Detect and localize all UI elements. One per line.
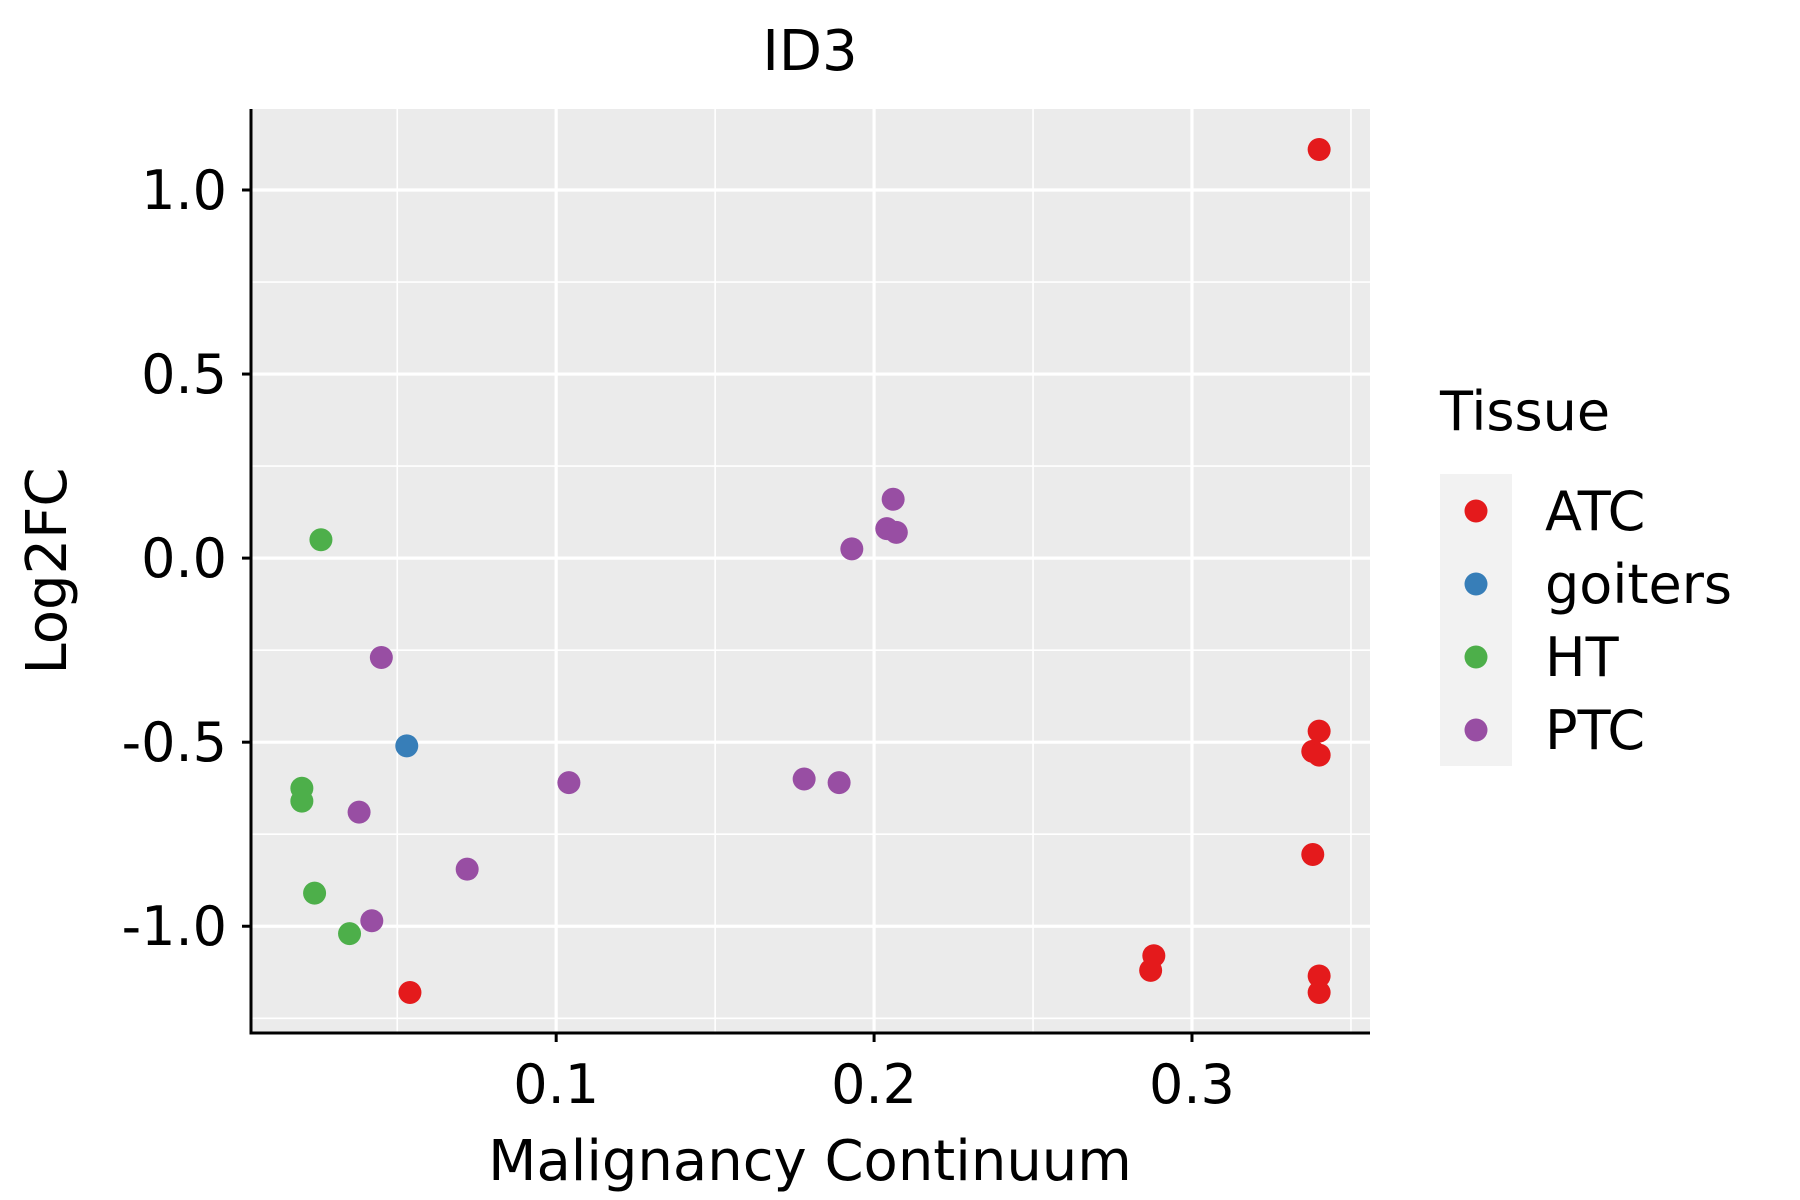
legend: Tissue ATC goiters HT PTC [1439, 380, 1732, 766]
data-point-ptc [369, 646, 393, 670]
data-point-ptc [827, 771, 851, 795]
y-tick-label: 1.0 [141, 159, 227, 222]
major-gridlines [251, 109, 1370, 1033]
y-tick-label: -1.0 [122, 895, 227, 958]
data-point-atc [1301, 842, 1325, 866]
data-point-ptc [840, 537, 864, 561]
data-point-ptc [881, 487, 905, 511]
minor-gridlines [251, 109, 1370, 1033]
legend-label-ptc: PTC [1545, 699, 1645, 762]
data-point-ptc [360, 909, 384, 933]
data-point-ht [338, 922, 362, 946]
data-point-atc [1307, 719, 1331, 743]
legend-key-background [1440, 474, 1512, 766]
data-point-ht [303, 881, 327, 905]
y-axis-title: Log2FC [15, 468, 80, 675]
data-point-goiters [395, 734, 419, 758]
data-point-ptc [884, 520, 908, 544]
legend-key-ht [1464, 645, 1488, 669]
y-axis-ticks: 1.0 0.5 0.0 -0.5 -1.0 [122, 159, 251, 958]
x-tick-label: 0.3 [1149, 1053, 1235, 1116]
plot-panel [251, 109, 1370, 1033]
y-tick-label: -0.5 [122, 711, 227, 774]
y-tick-label: 0.0 [141, 527, 227, 590]
y-tick-label: 0.5 [141, 343, 227, 406]
data-point-ptc [557, 771, 581, 795]
x-tick-label: 0.2 [831, 1053, 917, 1116]
chart-title: ID3 [762, 19, 857, 84]
data-point-atc [1307, 964, 1331, 988]
legend-label-atc: ATC [1545, 480, 1645, 543]
legend-title: Tissue [1439, 380, 1610, 443]
data-points [290, 137, 1331, 1005]
legend-label-ht: HT [1545, 626, 1620, 689]
data-point-ptc [347, 800, 371, 824]
data-point-atc [1139, 958, 1163, 982]
x-tick-label: 0.1 [513, 1053, 599, 1116]
data-point-atc [398, 981, 422, 1005]
legend-key-ptc [1464, 718, 1488, 742]
legend-items: ATC goiters HT PTC [1464, 480, 1732, 762]
data-point-ht [290, 789, 314, 813]
data-point-ht [309, 528, 333, 552]
data-point-atc [1307, 981, 1331, 1005]
x-axis-title: Malignancy Continuum [488, 1129, 1132, 1194]
data-point-ptc [455, 857, 479, 881]
x-axis-ticks: 0.1 0.2 0.3 [513, 1033, 1235, 1116]
data-point-atc [1307, 743, 1331, 767]
data-point-atc [1307, 137, 1331, 161]
legend-label-goiters: goiters [1545, 553, 1732, 616]
data-point-ptc [792, 767, 816, 791]
legend-key-goiters [1464, 572, 1488, 596]
legend-key-atc [1464, 499, 1488, 523]
